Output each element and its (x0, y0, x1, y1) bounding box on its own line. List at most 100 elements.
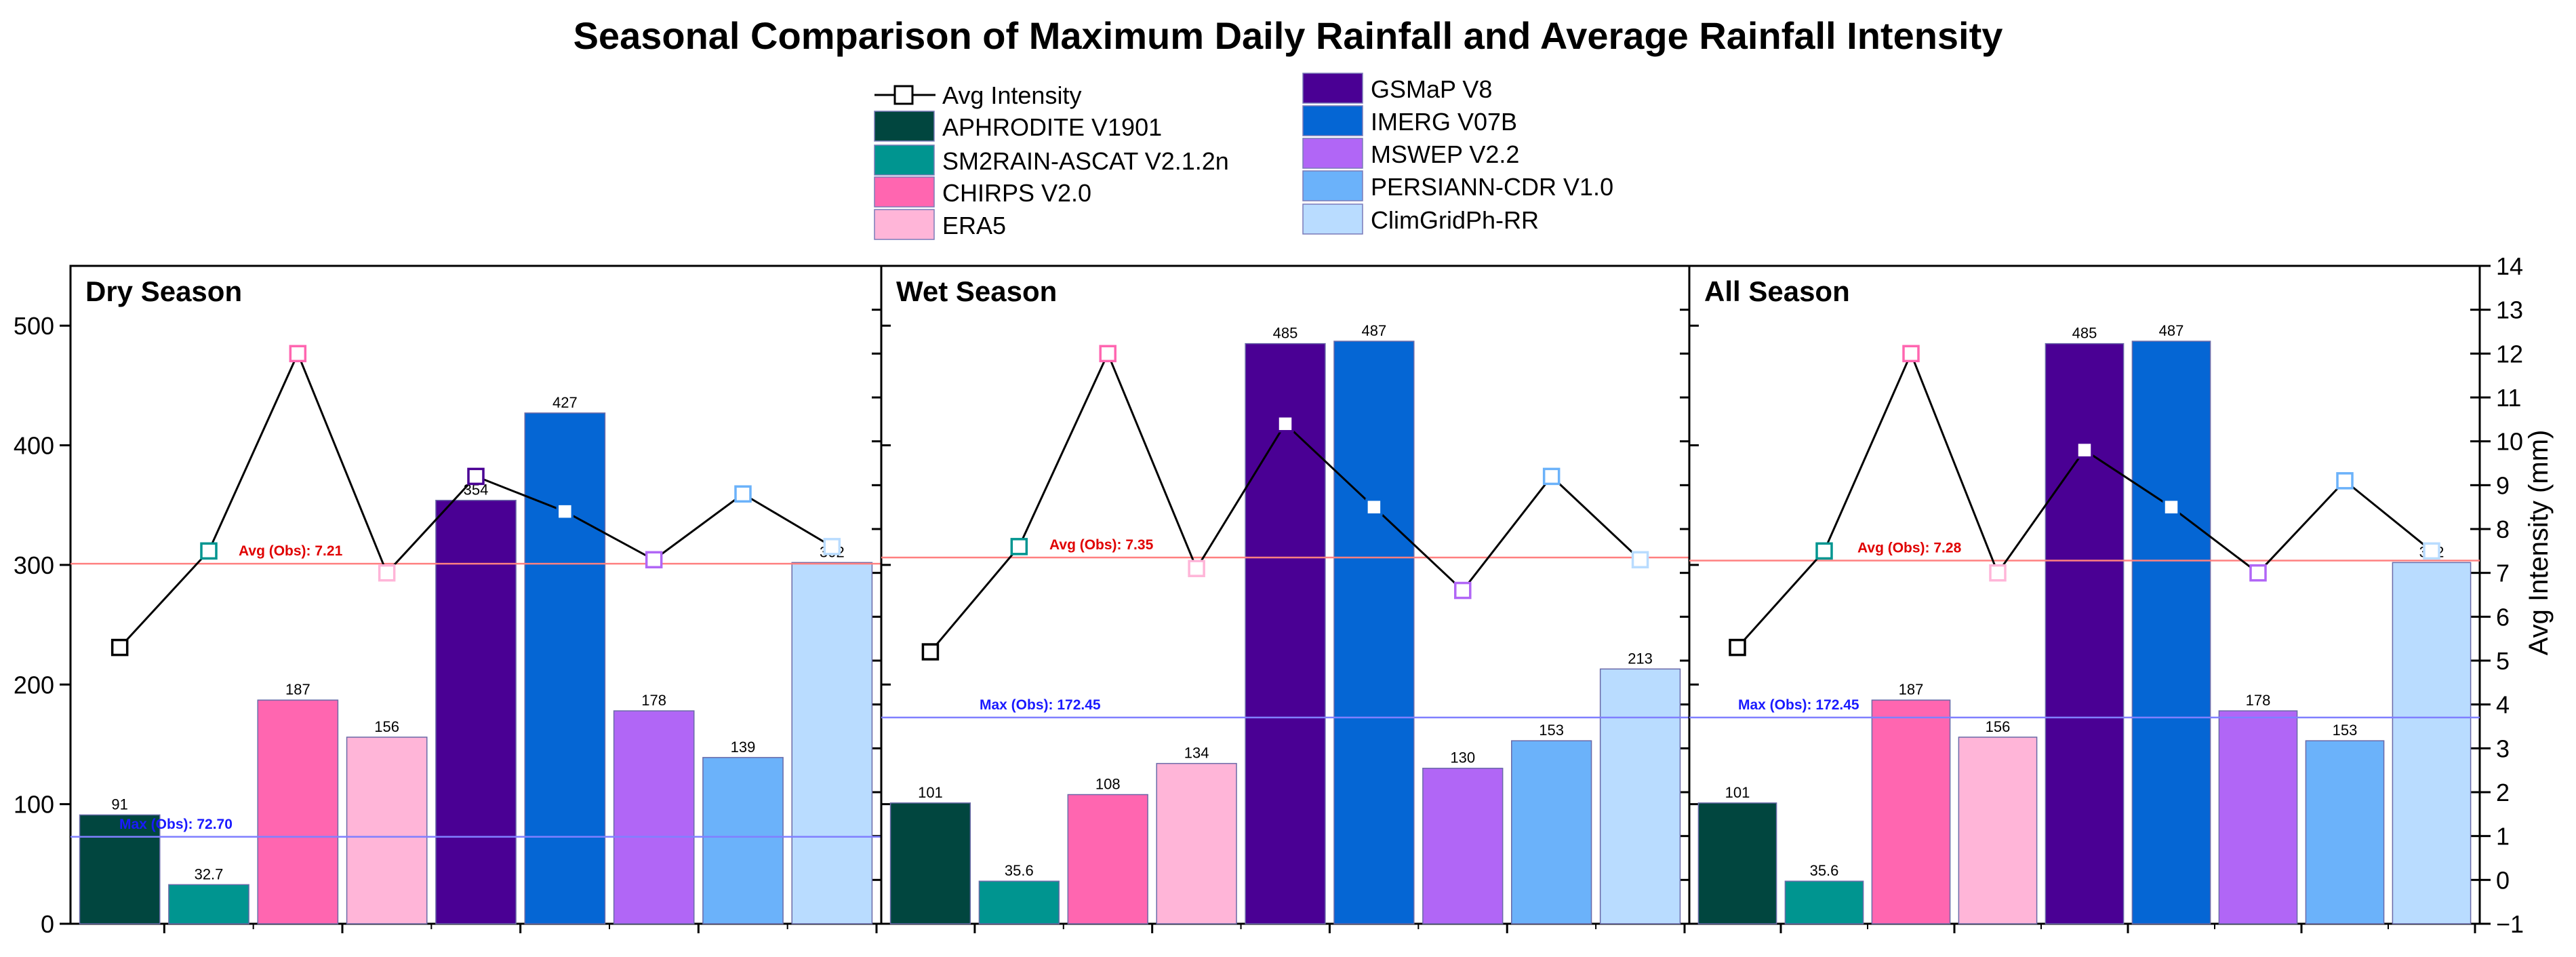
panel-2: All Season10135.6187156485487178153302Ma… (1688, 265, 2481, 933)
bar-value-label-1: 35.6 (1810, 862, 1839, 879)
avg-intensity-marker-7 (2336, 472, 2354, 490)
avg-intensity-marker-3 (378, 564, 396, 582)
avg-intensity-marker-1 (1815, 542, 1833, 560)
avg-intensity-marker-1 (200, 542, 218, 560)
bar-value-label-8: 213 (1628, 650, 1653, 667)
right-tick-label-3: 2 (2496, 779, 2510, 806)
left-tick-label-4: 400 (14, 432, 54, 460)
bar-value-label-4: 485 (2072, 325, 2097, 342)
legend-swatch-0 (874, 111, 935, 142)
avg-intensity-marker-5 (2162, 498, 2180, 516)
legend-line-marker (893, 85, 914, 105)
bar-0 (79, 814, 161, 924)
right-tick-label-2: 1 (2496, 823, 2510, 851)
avg-intensity-marker-5 (556, 503, 574, 520)
max-obs-label: Max (Obs): 172.45 (1738, 697, 1859, 713)
panel-0: Dry Season9132.7187156354427178139302Max… (69, 265, 883, 933)
bar-value-label-7: 153 (2333, 722, 2358, 739)
legend-swatch-2 (874, 176, 935, 208)
legend-label-5: IMERG V07B (1371, 108, 1517, 136)
right-tick-label-1: 0 (2496, 866, 2510, 894)
left-tick-label-2: 200 (14, 671, 54, 699)
avg-intensity-marker-2 (289, 345, 307, 363)
avg-obs-label: Avg (Obs): 7.35 (1049, 537, 1154, 553)
avg-intensity-marker-2 (1902, 345, 1920, 363)
bar-value-label-2: 187 (285, 681, 310, 698)
bar-3 (1958, 737, 2038, 924)
bar-7 (702, 757, 784, 924)
bar-4 (435, 499, 517, 924)
bar-2 (1067, 794, 1148, 924)
bar-5 (2131, 340, 2211, 924)
panels: Dry Season9132.7187156354427178139302Max… (69, 265, 2481, 933)
panel-title: Dry Season (85, 275, 242, 307)
bar-value-label-7: 139 (731, 739, 756, 756)
right-tick-label-9: 8 (2496, 515, 2510, 543)
bar-8 (2392, 562, 2472, 924)
legend-swatch-3 (874, 209, 935, 240)
avg-obs-label: Avg (Obs): 7.28 (1857, 541, 1962, 556)
bar-value-label-7: 153 (1539, 722, 1564, 739)
avg-intensity-marker-7 (1542, 467, 1561, 486)
left-axis: 0 100 200 300 400 500 (14, 312, 71, 938)
bar-6 (1422, 767, 1504, 924)
avg-intensity-marker-4 (2076, 441, 2093, 459)
bar-2 (257, 699, 339, 924)
bar-2 (1871, 699, 1951, 924)
avg-intensity-marker-8 (823, 538, 841, 555)
bar-1 (1784, 880, 1864, 924)
left-tick-label-0: 0 (41, 910, 54, 938)
bar-value-label-3: 134 (1184, 745, 1209, 762)
legend-label-6: MSWEP V2.2 (1371, 140, 1519, 168)
left-tick-label-5: 500 (14, 312, 54, 340)
legend-swatch-5 (1302, 105, 1363, 136)
bar-value-label-0: 91 (111, 796, 127, 813)
bar-4 (1245, 343, 1326, 924)
right-tick-label-8: 7 (2496, 560, 2510, 587)
left-tick-label-1: 100 (14, 791, 54, 819)
right-tick-label-11: 10 (2496, 428, 2523, 456)
legend-swatch-8 (1302, 203, 1363, 235)
legend-label-3: ERA5 (942, 212, 1006, 239)
bar-1 (978, 880, 1060, 924)
bar-0 (1697, 802, 1777, 924)
panel-title: All Season (1704, 275, 1850, 307)
avg-intensity-marker-0 (921, 643, 940, 661)
bar-value-label-3: 156 (1986, 718, 2011, 735)
bar-7 (2305, 740, 2385, 924)
right-tick-label-6: 5 (2496, 647, 2510, 675)
bar-value-label-5: 487 (1362, 322, 1387, 339)
legend-label-7: PERSIANN-CDR V1.0 (1371, 173, 1613, 201)
bar-6 (613, 710, 695, 924)
avg-obs-label: Avg (Obs): 7.21 (239, 543, 343, 559)
right-tick-label-12: 11 (2496, 384, 2521, 412)
bar-value-label-0: 101 (1725, 784, 1750, 801)
right-tick-label-13: 12 (2496, 340, 2523, 368)
legend-label-0: APHRODITE V1901 (942, 113, 1162, 141)
bar-value-label-1: 35.6 (1005, 862, 1034, 879)
right-tick-label-10: 9 (2496, 471, 2510, 499)
bar-value-label-6: 178 (641, 692, 666, 709)
bar-5 (524, 412, 606, 924)
bar-8 (1599, 668, 1681, 924)
right-tick-label-0: −1 (2496, 910, 2524, 938)
legend-swatch-7 (1302, 170, 1363, 201)
avg-intensity-marker-8 (1631, 551, 1649, 569)
avg-intensity-marker-7 (734, 485, 752, 503)
panel-1: Wet Season 101 35.6 108 134 485 487 130 153 213 Ma… (880, 265, 1691, 933)
bar-8 (791, 562, 873, 924)
avg-intensity-marker-6 (1454, 581, 1472, 600)
legend-swatch-4 (1302, 73, 1363, 104)
legend-label-4: GSMaP V8 (1371, 75, 1492, 103)
legend-swatch-1 (874, 144, 935, 176)
avg-intensity-marker-0 (110, 638, 129, 657)
legend-label-8: ClimGridPh-RR (1371, 206, 1539, 234)
legend-label-1: SM2RAIN-ASCAT V2.1.2n (942, 147, 1229, 175)
avg-intensity-marker-5 (1365, 498, 1383, 516)
avg-intensity-marker-6 (2249, 564, 2267, 582)
bar-1 (168, 884, 249, 924)
bar-value-label-2: 108 (1095, 776, 1121, 793)
avg-intensity-marker-3 (1188, 560, 1205, 577)
bar-value-label-4: 485 (1273, 325, 1298, 342)
